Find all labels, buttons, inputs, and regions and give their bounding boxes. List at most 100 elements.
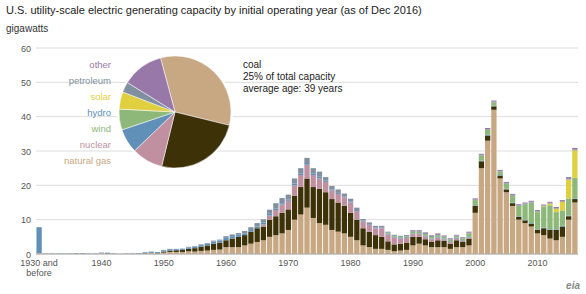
bar-segment	[435, 238, 440, 241]
bar-segment	[485, 129, 490, 130]
bar-segment	[479, 155, 484, 160]
bar-segment	[298, 168, 303, 169]
bar-segment	[535, 211, 540, 213]
bar-segment	[149, 251, 154, 252]
bar-segment	[385, 232, 390, 233]
y-tick-label: 10	[21, 215, 31, 225]
bar-segment	[410, 232, 415, 234]
series	[36, 110, 577, 254]
bar-segment	[211, 242, 216, 244]
text-line: average age: 39 years	[243, 83, 343, 94]
bar-segment	[292, 220, 297, 254]
bar-segment	[354, 208, 359, 210]
bar-segment	[560, 201, 565, 203]
bar-segment	[522, 203, 527, 205]
bar-segment	[161, 252, 166, 253]
bar-segment	[410, 245, 415, 254]
bar-segment	[448, 238, 453, 240]
y-axis-label: gigawatts	[6, 23, 48, 34]
bar-segment	[535, 230, 540, 233]
bar-segment	[142, 252, 147, 253]
bar-segment	[379, 225, 384, 226]
bar-segment	[267, 214, 272, 216]
bar-segment	[105, 252, 110, 253]
bar-segment	[572, 199, 577, 200]
bar-segment	[554, 229, 559, 230]
bar-segment	[261, 223, 266, 225]
bar-segment	[522, 204, 527, 219]
bar-segment	[205, 243, 210, 244]
pie	[117, 54, 233, 170]
x-tick-label: 1930 andbefore	[20, 258, 58, 278]
bar-segment	[336, 193, 341, 194]
bar-segment	[174, 249, 179, 250]
bar-segment	[554, 207, 559, 208]
bar-segment	[142, 252, 147, 253]
bar-segment	[174, 249, 179, 250]
bar-segment	[448, 249, 453, 254]
bar-segment	[323, 177, 328, 178]
bar-segment	[174, 250, 179, 251]
bar-segment	[379, 249, 384, 254]
bar-segment	[516, 204, 521, 205]
bar-segment	[466, 245, 471, 254]
bar-segment	[329, 199, 334, 230]
title: U.S. utility-scale electric generating c…	[6, 4, 422, 16]
bar-segment	[516, 205, 521, 206]
bar-segment	[360, 219, 365, 221]
bar-segment	[329, 230, 334, 254]
bar-segment	[99, 252, 104, 253]
bar-segment	[466, 238, 471, 239]
bar-segment	[410, 237, 415, 246]
bar-segment	[460, 247, 465, 254]
bar-segment	[360, 245, 365, 254]
bar-segment	[560, 210, 565, 225]
bar-segment	[80, 252, 85, 253]
series	[385, 102, 577, 241]
bar-segment	[142, 252, 147, 253]
bar-segment	[547, 202, 552, 203]
bar-segment	[529, 201, 534, 202]
bar-segment	[36, 227, 41, 228]
series	[535, 150, 578, 212]
bar-segment	[448, 244, 453, 249]
bar-segment	[311, 168, 316, 173]
bar-segment	[497, 176, 502, 179]
bar-segment	[211, 241, 216, 242]
bar-segment	[323, 182, 328, 192]
bar-segment	[255, 242, 260, 254]
bar-segment	[155, 252, 160, 253]
pie-label: hydro	[87, 107, 111, 118]
bar-segment	[504, 183, 509, 184]
bar-segment	[385, 234, 390, 241]
bar-segment	[541, 205, 546, 206]
bar-segment	[205, 251, 210, 254]
bar-segment	[36, 227, 41, 228]
bar-segment	[385, 231, 390, 232]
bar-segment	[572, 150, 577, 177]
bar-segment	[186, 246, 191, 248]
bar-segment	[535, 211, 540, 212]
bar-segment	[429, 239, 434, 242]
text-line: 1930 and	[20, 258, 58, 268]
bar-segment	[161, 251, 166, 252]
bar-segment	[404, 236, 409, 237]
text-line: 2010	[527, 258, 547, 268]
bar-segment	[192, 248, 197, 251]
bar-segment	[491, 106, 496, 107]
x-tick-label: 2000	[465, 258, 485, 268]
bar-segment	[211, 241, 216, 242]
bar-segment	[348, 237, 353, 254]
bar-segment	[279, 213, 284, 234]
bar-segment	[429, 242, 434, 247]
bar-segment	[230, 247, 235, 254]
bar-segment	[529, 227, 534, 254]
bar-segment	[479, 154, 484, 156]
bar-segment	[448, 238, 453, 240]
bar-segment	[547, 230, 552, 239]
bar-segment	[485, 129, 490, 131]
bar-segment	[323, 192, 328, 225]
bar-segment	[236, 233, 241, 235]
bar-segment	[466, 233, 471, 236]
bar-segment	[74, 253, 79, 254]
